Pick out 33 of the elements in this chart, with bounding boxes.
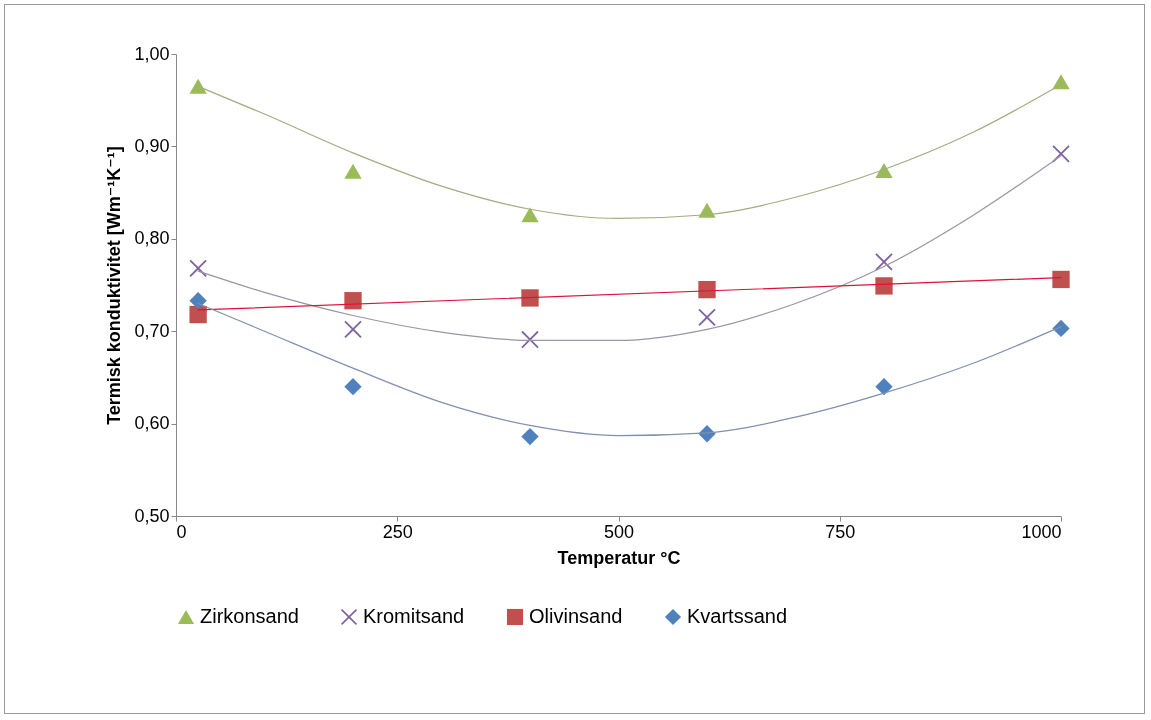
x-tick-label: 1000	[1021, 521, 1062, 542]
point	[875, 277, 893, 295]
point	[875, 253, 893, 271]
point	[698, 280, 716, 299]
x-tick-label: 500	[603, 521, 635, 542]
x-tick-label: 750	[825, 521, 856, 542]
point	[344, 377, 362, 396]
point	[1052, 319, 1070, 338]
y-tick-label: 0,50	[134, 505, 170, 526]
point	[875, 377, 893, 396]
point	[189, 305, 207, 324]
y-tick-label: 0,90	[134, 135, 170, 156]
y-tick-label: 0,80	[134, 228, 170, 249]
point	[344, 292, 362, 310]
point	[521, 289, 539, 307]
x-tick-label: 0	[176, 521, 187, 542]
point	[344, 163, 362, 179]
legend-label: Olivinsand	[529, 605, 623, 627]
point	[1052, 270, 1070, 289]
legend-label: Zirkonsand	[200, 605, 299, 627]
legend-label: Kromitsand	[363, 605, 465, 627]
x-axis-title: Temperatur °C	[557, 547, 681, 568]
y-tick-label: 0,70	[134, 320, 170, 341]
y-tick-label: 0,60	[134, 413, 170, 434]
point	[875, 162, 893, 178]
legend-label: Kvartssand	[687, 605, 788, 627]
y-axis-title: Termisk konduktivitet [Wm⁻¹K⁻¹]	[104, 146, 125, 425]
point	[521, 207, 539, 223]
x-tick-label: 250	[382, 521, 413, 542]
point	[189, 292, 207, 310]
y-tick-label: 1,00	[134, 43, 170, 64]
point	[521, 427, 539, 446]
point	[189, 78, 207, 94]
